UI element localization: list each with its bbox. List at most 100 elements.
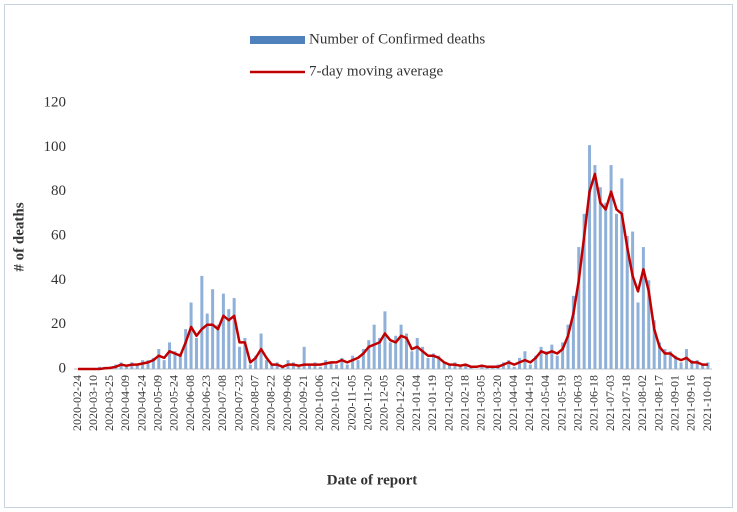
legend-label: 7-day moving average (309, 63, 443, 79)
bar (264, 360, 268, 369)
bar (652, 320, 656, 369)
x-tick-label: 2021-07-18 (619, 375, 633, 431)
bar (410, 351, 414, 369)
bar (431, 353, 435, 369)
bar (221, 293, 225, 369)
bar (157, 349, 161, 369)
line (78, 172, 708, 371)
bar (577, 247, 581, 369)
bar (238, 346, 242, 369)
x-tick-label: 2020-11-20 (361, 375, 375, 431)
bar (383, 311, 387, 369)
bar (668, 351, 672, 369)
bar (334, 364, 338, 369)
x-tick-label: 2020-08-07 (247, 375, 261, 431)
bar (448, 364, 452, 369)
bar (211, 289, 215, 369)
bar (442, 362, 446, 369)
bar (318, 366, 322, 369)
x-tick-label: 2021-06-03 (571, 375, 585, 431)
bar (641, 247, 645, 369)
bar (189, 302, 193, 369)
x-tick-label: 2020-05-24 (167, 375, 181, 431)
x-tick-label: 2021-04-19 (522, 375, 536, 431)
bar (399, 324, 403, 369)
bar (146, 360, 150, 369)
bar (372, 324, 376, 369)
bar (361, 349, 365, 369)
x-tick-label: 2020-09-21 (296, 375, 310, 431)
y-tick-label: 60 (51, 227, 66, 243)
bar (593, 165, 597, 369)
bar (151, 357, 155, 369)
bar (426, 357, 430, 369)
bar (227, 309, 231, 369)
bar (598, 187, 602, 369)
bar (194, 337, 198, 369)
x-tick-label: 2021-05-19 (554, 375, 568, 431)
bar (614, 213, 618, 369)
bar (539, 346, 543, 369)
bar (701, 364, 705, 369)
x-tick-label: 2020-06-23 (199, 375, 213, 431)
y-tick-label: 120 (44, 94, 67, 110)
x-tick-label: 2021-01-19 (425, 375, 439, 431)
bar (550, 344, 554, 369)
y-tick-label: 80 (51, 183, 66, 199)
bar (512, 366, 516, 369)
x-tick-label: 2020-11-05 (344, 375, 358, 431)
bar (302, 346, 306, 369)
x-tick-label: 2021-07-03 (603, 375, 617, 431)
bar (200, 275, 204, 369)
x-tick-label: 2021-01-04 (409, 375, 423, 431)
bar (561, 342, 565, 369)
x-tick-label: 2021-05-04 (538, 375, 552, 431)
bar (345, 364, 349, 369)
bar (636, 302, 640, 369)
bar (388, 342, 392, 369)
y-axis-label: # of deaths (11, 202, 27, 271)
legend-label: Number of Confirmed deaths (309, 31, 485, 47)
bar (329, 362, 333, 369)
bar (690, 360, 694, 369)
bar (162, 360, 166, 369)
bar (232, 298, 236, 369)
bar (631, 231, 635, 369)
y-tick-label: 100 (44, 139, 67, 155)
x-tick-label: 2020-02-24 (70, 375, 84, 431)
x-tick-label: 2020-10-06 (312, 375, 326, 431)
bar (582, 213, 586, 369)
bar (270, 364, 274, 369)
bar (205, 313, 209, 369)
bar (625, 236, 629, 369)
bar (421, 346, 425, 369)
bar (604, 202, 608, 369)
x-tick-label: 2021-02-03 (441, 375, 455, 431)
x-tick-label: 2021-02-18 (457, 375, 471, 431)
bar (254, 355, 258, 369)
x-tick-label: 2020-07-08 (215, 375, 229, 431)
bar (566, 324, 570, 369)
x-tick-label: 2021-04-04 (506, 375, 520, 431)
bar (588, 145, 592, 369)
bar (216, 324, 220, 369)
bar (168, 342, 172, 369)
x-tick-label: 2020-07-23 (231, 375, 245, 431)
bar (394, 335, 398, 369)
x-axis-label: Date of report (327, 472, 418, 488)
bar (404, 333, 408, 369)
bar (609, 165, 613, 369)
bar (534, 355, 538, 369)
bar (528, 364, 532, 369)
bar (367, 340, 371, 369)
bar (620, 178, 624, 369)
x-tick-label: 2020-09-06 (280, 375, 294, 431)
bar (658, 342, 662, 369)
x-tick-label: 2021-03-20 (490, 375, 504, 431)
x-tick-label: 2020-08-22 (264, 375, 278, 431)
bar (356, 360, 360, 369)
x-tick-label: 2020-05-09 (151, 375, 165, 431)
x-tick-label: 2020-12-20 (393, 375, 407, 431)
x-tick-label: 2021-09-01 (667, 375, 681, 431)
x-tick-label: 2020-04-24 (134, 375, 148, 431)
